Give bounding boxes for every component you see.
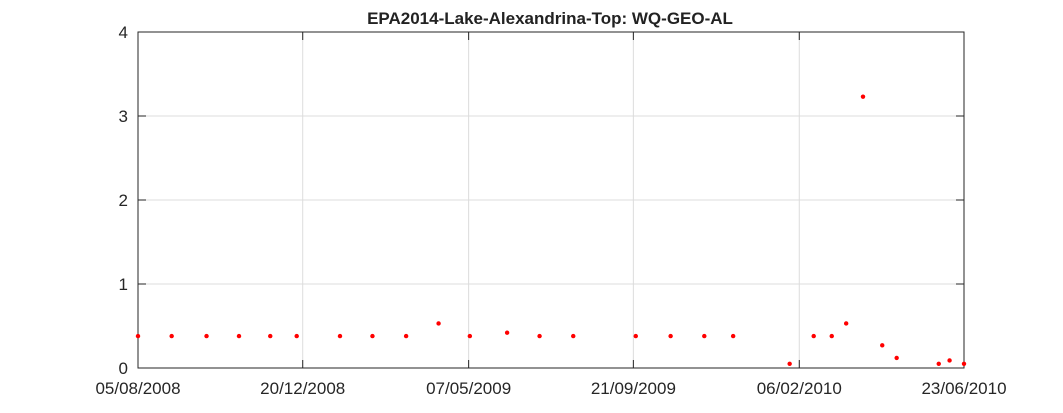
y-tick-label: 3 [119,107,128,126]
x-tick-label: 21/09/2009 [591,379,676,398]
data-point [633,333,638,339]
data-point [947,358,952,363]
x-tick-label: 07/05/2009 [426,379,511,398]
data-point [961,361,967,366]
data-point [860,94,866,99]
y-tick-label: 2 [119,191,128,210]
data-point [204,333,209,339]
x-tick-label: 23/06/2010 [921,379,1006,398]
chart-title: EPA2014-Lake-Alexandrina-Top: WQ-GEO-AL [367,9,733,28]
data-point [135,333,141,339]
data-point [571,333,576,339]
data-point [702,333,707,339]
data-point [436,321,441,326]
data-point [337,333,343,339]
data-point [730,333,736,339]
y-tick-label: 4 [119,23,128,42]
data-point [843,321,849,326]
y-tick-label: 0 [119,359,128,378]
data-point [169,333,174,339]
y-tick-label: 1 [119,275,128,294]
data-point [370,333,375,339]
data-point [537,333,542,339]
data-point [403,333,409,339]
data-point [236,333,242,339]
data-point [894,355,899,361]
x-tick-label: 20/12/2008 [260,379,345,398]
y-axis-tick-labels: 0 1 2 3 4 [119,23,128,378]
data-point [811,333,816,339]
data-points [135,94,967,366]
data-point [294,333,299,339]
x-tick-label: 05/08/2008 [95,379,180,398]
x-axis-tick-labels: 05/08/2008 20/12/2008 07/05/2009 21/09/2009… [95,379,1006,398]
data-point [829,333,834,339]
data-point [787,361,792,366]
data-point [668,333,673,339]
data-point [268,333,273,339]
x-tick-label: 06/02/2010 [757,379,842,398]
data-point [880,343,885,348]
data-point [504,330,510,335]
data-point [936,361,941,366]
data-point [467,333,473,339]
